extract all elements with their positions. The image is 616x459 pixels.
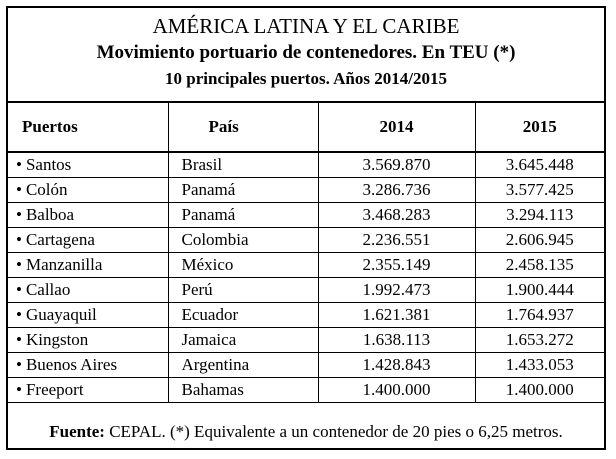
value-2015-cell: 3.645.448 <box>475 152 604 178</box>
port-cell: • Callao <box>8 277 169 303</box>
table-row: • Guayaquil Ecuador 1.621.381 1.764.937 <box>8 302 604 328</box>
port-cell: • Santos <box>8 152 169 178</box>
port-cell: • Buenos Aires <box>8 352 169 378</box>
port-cell: • Kingston <box>8 327 169 353</box>
country-cell: Ecuador <box>168 302 319 328</box>
port-name: Guayaquil <box>25 305 97 324</box>
port-name: Buenos Aires <box>25 355 118 374</box>
port-name: Cartagena <box>25 230 95 249</box>
port-cell: • Guayaquil <box>8 302 169 328</box>
table-row: • Colón Panamá 3.286.736 3.577.425 <box>8 177 604 203</box>
value-2014-cell: 1.638.113 <box>318 327 476 353</box>
port-cell: • Colón <box>8 177 169 203</box>
ports-table-frame: AMÉRICA LATINA Y EL CARIBE Movimiento po… <box>6 6 606 450</box>
value-2015-cell: 1.433.053 <box>475 352 604 378</box>
port-name: Freeport <box>25 380 84 399</box>
port-name: Balboa <box>25 205 75 224</box>
bullet-icon: • <box>16 205 22 224</box>
ports-table: Puertos País 2014 2015 • Santos Brasil 3.56… <box>8 103 604 403</box>
value-2015-cell: 3.294.113 <box>475 202 604 228</box>
port-cell: • Freeport <box>8 377 169 403</box>
country-cell: Panamá <box>168 177 319 203</box>
source-text: CEPAL. (*) Equivalente a un contenedor d… <box>104 422 563 441</box>
bullet-icon: • <box>16 330 22 349</box>
value-2014-cell: 1.621.381 <box>318 302 476 328</box>
bullet-icon: • <box>16 380 22 399</box>
port-cell: • Balboa <box>8 202 169 228</box>
bullet-icon: • <box>16 230 22 249</box>
header-row: Puertos País 2014 2015 <box>8 103 604 153</box>
value-2015-cell: 1.900.444 <box>475 277 604 303</box>
bullet-icon: • <box>16 355 22 374</box>
country-cell: Colombia <box>168 227 319 253</box>
port-name: Kingston <box>25 330 89 349</box>
title-period: 10 principales puertos. Años 2014/2015 <box>165 69 447 88</box>
port-cell: • Cartagena <box>8 227 169 253</box>
country-cell: México <box>168 252 319 278</box>
header-2015: 2015 <box>475 103 604 153</box>
country-cell: Brasil <box>168 152 319 178</box>
value-2015-cell: 3.577.425 <box>475 177 604 203</box>
title-block: AMÉRICA LATINA Y EL CARIBE Movimiento po… <box>8 8 604 103</box>
port-cell: • Manzanilla <box>8 252 169 278</box>
title-region: AMÉRICA LATINA Y EL CARIBE <box>152 14 460 38</box>
port-name: Callao <box>25 280 71 299</box>
table-row: • Cartagena Colombia 2.236.551 2.606.945 <box>8 227 604 253</box>
value-2015-cell: 2.458.135 <box>475 252 604 278</box>
value-2015-cell: 1.764.937 <box>475 302 604 328</box>
port-name: Santos <box>25 155 72 174</box>
country-cell: Panamá <box>168 202 319 228</box>
bullet-icon: • <box>16 155 22 174</box>
bullet-icon: • <box>16 180 22 199</box>
value-2014-cell: 2.236.551 <box>318 227 476 253</box>
table-row: • Santos Brasil 3.569.870 3.645.448 <box>8 152 604 178</box>
value-2014-cell: 3.286.736 <box>318 177 476 203</box>
value-2014-cell: 3.468.283 <box>318 202 476 228</box>
bullet-icon: • <box>16 255 22 274</box>
bullet-icon: • <box>16 305 22 324</box>
title-subject: Movimiento portuario de contenedores. En… <box>96 42 516 63</box>
value-2014-cell: 1.400.000 <box>318 377 476 403</box>
value-2015-cell: 2.606.945 <box>475 227 604 253</box>
table-row: • Balboa Panamá 3.468.283 3.294.113 <box>8 202 604 228</box>
table-row: • Callao Perú 1.992.473 1.900.444 <box>8 277 604 303</box>
table-row: • Freeport Bahamas 1.400.000 1.400.000 <box>8 377 604 403</box>
country-cell: Perú <box>168 277 319 303</box>
value-2015-cell: 1.653.272 <box>475 327 604 353</box>
header-2014: 2014 <box>318 103 476 153</box>
value-2014-cell: 2.355.149 <box>318 252 476 278</box>
header-ports: Puertos <box>8 103 169 153</box>
value-2014-cell: 3.569.870 <box>318 152 476 178</box>
source-note: Fuente: CEPAL. (*) Equivalente a un cont… <box>8 422 604 442</box>
value-2014-cell: 1.428.843 <box>318 352 476 378</box>
value-2014-cell: 1.992.473 <box>318 277 476 303</box>
value-2015-cell: 1.400.000 <box>475 377 604 403</box>
country-cell: Argentina <box>168 352 319 378</box>
source-label: Fuente: <box>49 422 105 441</box>
country-cell: Jamaica <box>168 327 319 353</box>
country-cell: Bahamas <box>168 377 319 403</box>
bullet-icon: • <box>16 280 22 299</box>
header-country: País <box>168 103 319 153</box>
port-name: Colón <box>25 180 68 199</box>
table-row: • Buenos Aires Argentina 1.428.843 1.433.053 <box>8 352 604 378</box>
port-name: Manzanilla <box>25 255 103 274</box>
table-row: • Manzanilla México 2.355.149 2.458.135 <box>8 252 604 278</box>
table-row: • Kingston Jamaica 1.638.113 1.653.272 <box>8 327 604 353</box>
